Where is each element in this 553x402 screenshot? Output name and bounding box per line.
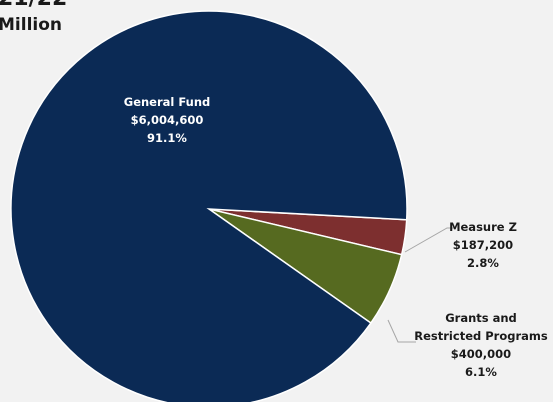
label-measure-z-percent: 2.8% [467, 256, 499, 270]
label-grants-value: $400,000 [451, 347, 511, 361]
chart-title-line2: Million [0, 15, 63, 35]
leader-line-grants [387, 319, 416, 343]
pie-slices [10, 10, 408, 402]
leader-lines [387, 227, 455, 343]
label-general-fund-value: $6,004,600 [131, 113, 204, 127]
label-general-fund-percent: 91.1% [147, 131, 187, 145]
label-grants-percent: 6.1% [465, 365, 497, 379]
label-measure-z-name: Measure Z [449, 220, 517, 234]
label-grants-line2: Restricted Programs [414, 329, 548, 343]
label-measure-z-value: $187,200 [453, 238, 513, 252]
chart-title-line1: 21/22 [0, 0, 67, 12]
slice-general-fund [10, 10, 408, 402]
label-general-fund-name: General Fund [124, 95, 211, 109]
label-grants-line1: Grants and [445, 311, 517, 325]
chart-title: 21/22 Million [0, 0, 67, 38]
leader-line-measure-z [404, 227, 455, 253]
